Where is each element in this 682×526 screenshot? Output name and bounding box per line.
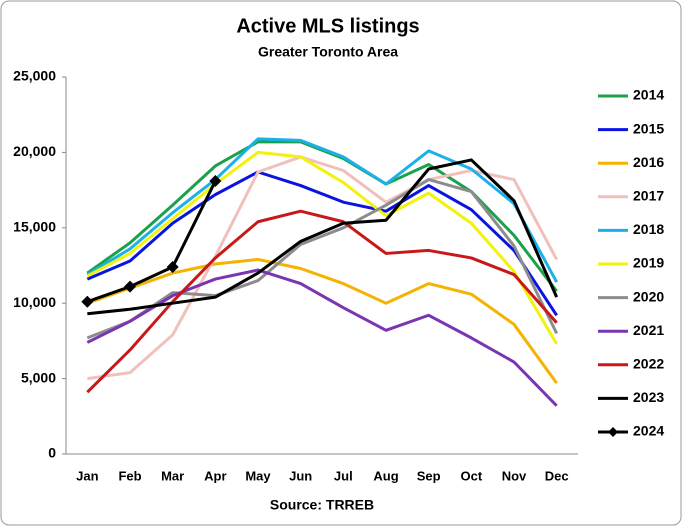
series-line [86, 170, 558, 317]
series-line [87, 155, 558, 381]
x-tick-label: Mar [161, 468, 184, 483]
series-line [86, 180, 217, 304]
series-line [86, 150, 558, 345]
y-tick-label: 20,000 [13, 143, 56, 159]
legend-label: 2016 [633, 154, 664, 170]
legend-label: 2021 [633, 322, 664, 338]
series-line [87, 158, 559, 316]
x-tick-label: Sep [417, 468, 441, 483]
source-note: Source: TRREB [270, 497, 374, 513]
legend-label: 2018 [633, 221, 664, 237]
series-line [86, 209, 558, 394]
chart-subtitle: Greater Toronto Area [258, 44, 398, 60]
data-point [166, 261, 179, 274]
x-tick-label: Feb [118, 468, 141, 483]
series-line [86, 268, 558, 407]
y-tick-label: 5,000 [21, 369, 56, 385]
y-tick-label: 25,000 [13, 68, 56, 84]
y-tick-label: 0 [48, 445, 56, 461]
legend-label: 2023 [633, 389, 664, 405]
data-point [81, 295, 94, 308]
legend-label: 2017 [633, 188, 664, 204]
legend-label: 2015 [633, 120, 664, 136]
x-tick-label: Apr [204, 468, 226, 483]
data-point [124, 280, 136, 293]
legend-marker [608, 427, 618, 437]
chart-title: Active MLS listings [236, 15, 419, 37]
x-tick-label: Jul [334, 468, 353, 483]
x-tick-label: Nov [502, 468, 527, 483]
x-tick-label: May [245, 468, 271, 483]
series-line [86, 178, 559, 340]
y-tick-label: 15,000 [13, 219, 56, 235]
data-point [209, 175, 222, 188]
series-line [86, 257, 558, 385]
legend-label: 2014 [633, 87, 664, 103]
legend-label: 2020 [633, 288, 664, 304]
legend-label: 2024 [633, 423, 664, 439]
x-tick-label: Oct [460, 468, 482, 483]
x-tick-label: Jun [289, 468, 312, 483]
y-tick-label: 10,000 [13, 294, 56, 310]
x-tick-label: Jan [76, 468, 98, 483]
legend-label: 2019 [633, 255, 664, 271]
series-line [86, 137, 558, 283]
legend-label: 2022 [633, 356, 664, 372]
x-tick-label: Dec [545, 468, 569, 483]
x-tick-label: Aug [373, 468, 398, 483]
